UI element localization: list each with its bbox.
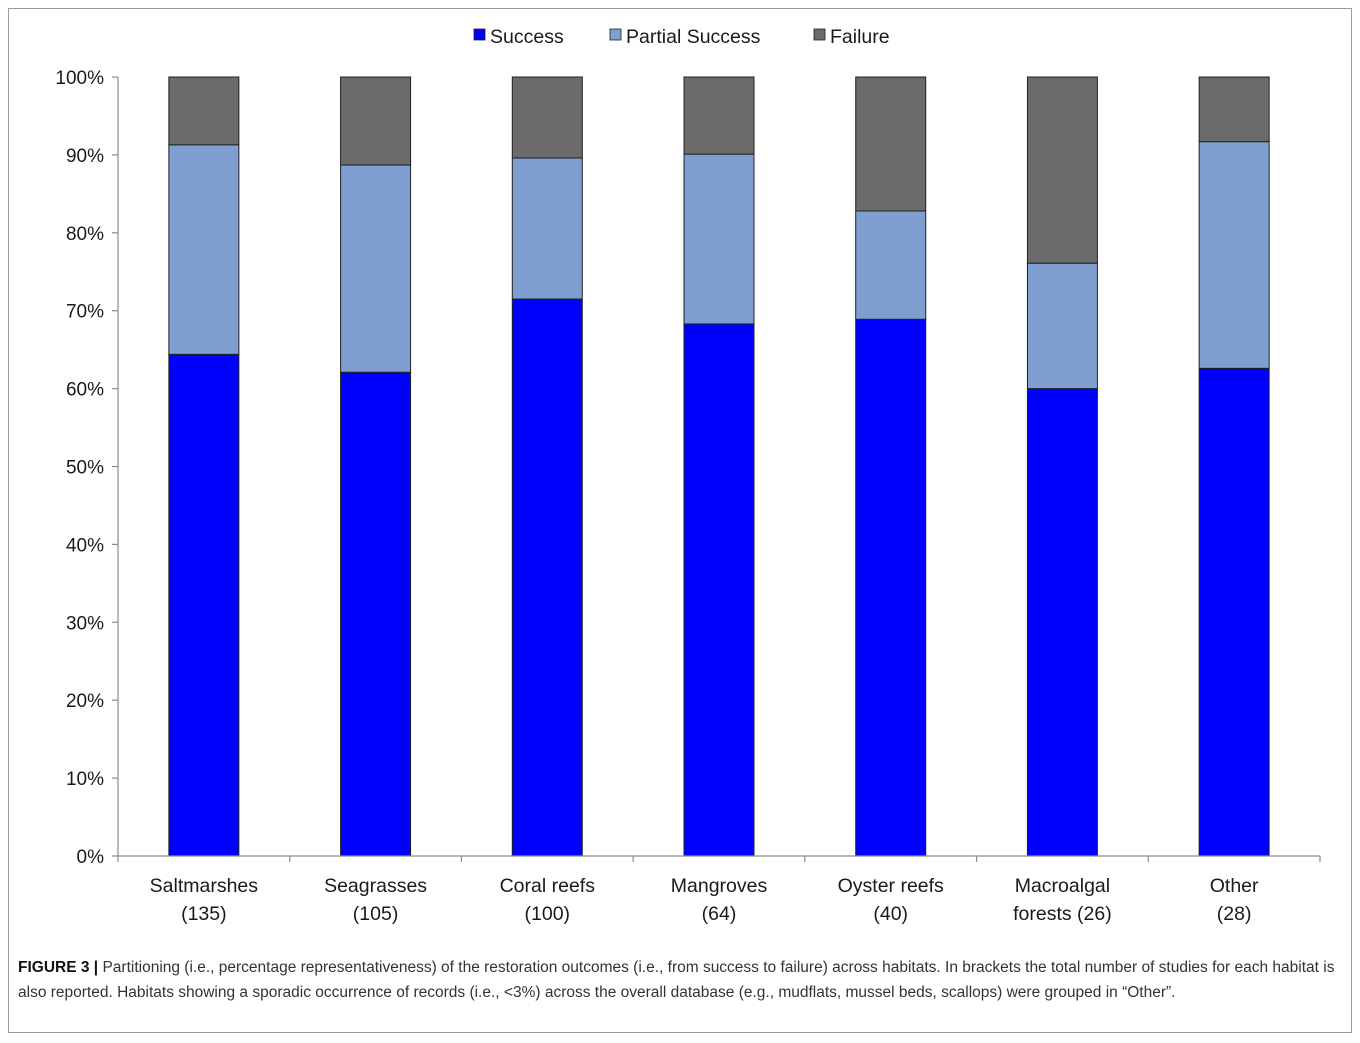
y-tick-label: 20% <box>66 691 104 712</box>
bar-partial-success <box>511 157 583 300</box>
x-category-label: Macroalgal <box>1015 875 1110 897</box>
y-tick-label: 40% <box>66 535 104 556</box>
x-category-label: (100) <box>525 903 571 925</box>
y-tick-label: 10% <box>66 769 104 790</box>
x-category-label: (28) <box>1217 903 1252 925</box>
legend-swatch <box>609 28 622 41</box>
bar-partial-success <box>168 144 240 355</box>
bar-failure <box>1198 76 1270 143</box>
bar-failure <box>1026 76 1098 264</box>
x-category-label: (105) <box>353 903 399 925</box>
bar-partial-success <box>1026 262 1098 390</box>
y-tick-label: 0% <box>77 847 105 868</box>
caption-label: FIGURE 3 | <box>18 959 99 976</box>
bar-failure <box>168 76 240 146</box>
figure-caption: FIGURE 3 | Partitioning (i.e., percentag… <box>18 955 1340 1005</box>
y-tick-label: 70% <box>66 302 104 323</box>
bar-success <box>683 323 755 857</box>
chart-legend: Success Partial Success Failure <box>473 26 890 48</box>
bar-failure <box>511 76 583 159</box>
bar-failure <box>340 76 412 166</box>
caption-text: Partitioning (i.e., percentage represent… <box>18 959 1335 1001</box>
legend-swatch <box>473 28 486 41</box>
x-category-label: Oyster reefs <box>838 875 944 897</box>
bar-success <box>340 371 412 857</box>
bar-partial-success <box>855 210 927 320</box>
y-tick-label: 50% <box>66 458 104 479</box>
x-axis: Saltmarshes (135) Seagrasses (105) Coral ree… <box>117 855 1321 925</box>
y-tick-label: 30% <box>66 613 104 634</box>
bar-success <box>511 298 583 857</box>
bar-success <box>1026 388 1098 857</box>
x-category-label: Mangroves <box>671 875 768 897</box>
x-category-label: forests (26) <box>1013 903 1112 925</box>
legend-swatch <box>813 28 826 41</box>
x-category-label: Seagrasses <box>324 875 427 897</box>
x-category-label: Other <box>1210 875 1259 897</box>
x-category-label: (64) <box>702 903 737 925</box>
bar-success <box>855 318 927 857</box>
x-category-label: Saltmarshes <box>150 875 259 897</box>
x-category-label: Coral reefs <box>500 875 596 897</box>
legend-label: Partial Success <box>626 26 761 48</box>
legend-label: Success <box>490 26 564 48</box>
bar-group <box>168 76 1270 857</box>
y-tick-label: 90% <box>66 146 104 167</box>
bar-partial-success <box>340 164 412 373</box>
bar-failure <box>855 76 927 212</box>
bar-success <box>1198 367 1270 857</box>
bar-success <box>168 353 240 857</box>
y-tick-label: 60% <box>66 380 104 401</box>
bar-failure <box>683 76 755 155</box>
bar-partial-success <box>1198 141 1270 369</box>
y-tick-label: 80% <box>66 224 104 245</box>
y-tick-label: 100% <box>55 68 104 89</box>
bar-partial-success <box>683 153 755 325</box>
x-category-label: (40) <box>873 903 908 925</box>
x-category-label: (135) <box>181 903 227 925</box>
legend-label: Failure <box>830 26 890 48</box>
stacked-bar-chart: Success Partial Success Failure 0% 10% 20% 30… <box>55 26 1321 925</box>
y-axis: 0% 10% 20% 30% 40% 50% 60% 70% 80% 90% 100% <box>55 68 119 868</box>
